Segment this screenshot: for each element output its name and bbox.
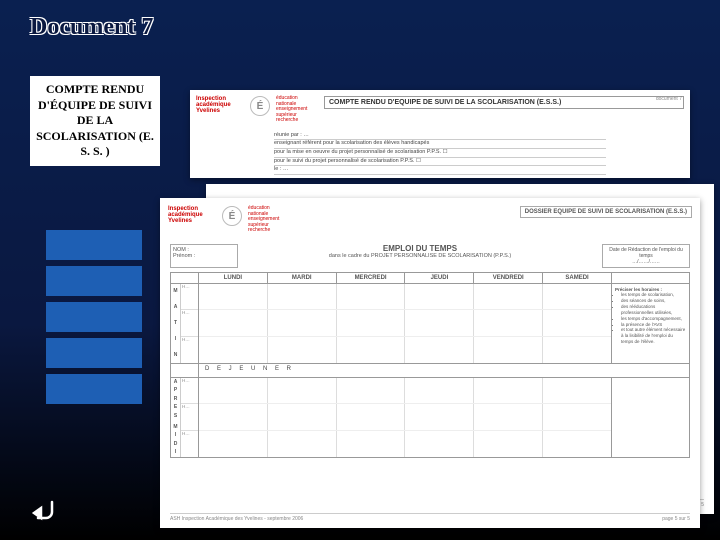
inspection-logo: Inspection académique Yvelines (196, 96, 244, 114)
slide-title: Document 7 (30, 14, 153, 41)
date-redaction: Date de Rédaction de l'emploi du temps …… (602, 244, 690, 268)
sidebar-placeholder-bars (46, 230, 142, 410)
seal-icon: É (222, 206, 242, 226)
inspection-logo: Inspection académique Yvelines (168, 206, 216, 224)
timetable-notes: Préciser les horaires : les temps de sco… (611, 283, 689, 363)
doc3-emploi-du-temps: Inspection académique Yvelines É éducati… (160, 198, 700, 528)
ministry-text: éducationnationaleenseignementsupérieurr… (248, 206, 290, 234)
lunch-row: D E J E U N E R (199, 364, 689, 377)
return-icon[interactable] (30, 498, 58, 522)
timetable: LUNDIMARDIMERCREDIJEUDIVENDREDISAMEDI MA… (170, 272, 690, 458)
sidebar-label: COMPTE RENDU D'ÉQUIPE DE SUIVI DE LA SCO… (30, 76, 160, 166)
doc1-compte-rendu-header: document 7 Inspection académique Yveline… (190, 90, 690, 178)
doc3-footer-right: page 5 sur 5 (662, 516, 690, 522)
doc3-footer-left: ASH Inspection Académique des Yvelines -… (170, 516, 303, 522)
doc1-headline: COMPTE RENDU D'EQUIPE DE SUIVI DE LA SCO… (324, 96, 684, 109)
emploi-title: EMPLOI DU TEMPS dans le cadre du PROJET … (244, 244, 596, 268)
doc1-fields: réunie par : …enseignant référent pour l… (274, 132, 606, 175)
doc1-corner-label: document 7 (656, 96, 682, 102)
seal-icon: É (250, 96, 270, 116)
nom-field: NOM : Prénom : (170, 244, 238, 268)
doc3-dossier-title: DOSSIER EQUIPE DE SUIVI DE SCOLARISATION… (520, 206, 692, 218)
ministry-text: éducationnationaleenseignementsupérieurr… (276, 96, 318, 124)
